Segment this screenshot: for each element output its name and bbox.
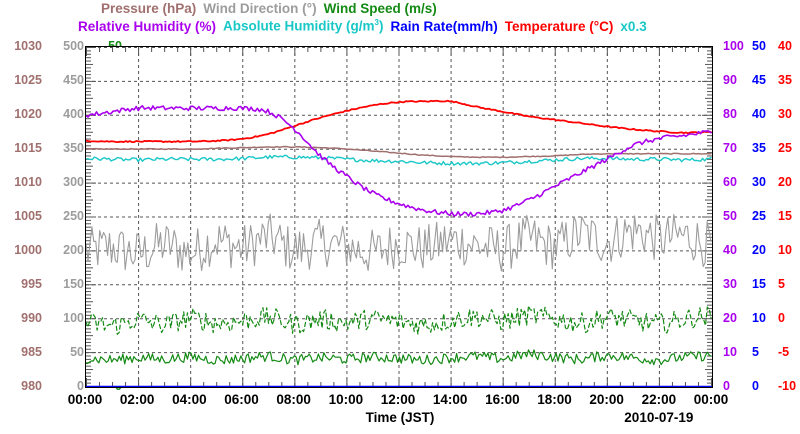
axis-tick-label: 0 [752, 379, 759, 393]
axis-tick-label: 25 [778, 141, 792, 155]
axis-tick-label: 30 [723, 277, 737, 291]
axis-tick-label: 985 [21, 345, 42, 359]
axis-tick-label: 1000 [14, 243, 42, 257]
axis-tick-label: -10 [778, 379, 797, 393]
axis-tick-label: 30 [752, 175, 766, 189]
x-tick-label: 00:00 [693, 392, 729, 407]
series-wind-direction [86, 213, 712, 272]
chart-gridlines [86, 47, 712, 387]
axis-tick-label: 80 [723, 107, 737, 121]
axis-tick-label: 500 [63, 39, 84, 53]
legend-rain-rate: Rain Rate(mm/h) [390, 18, 498, 34]
axis-tick-label: 1020 [14, 107, 42, 121]
axis-tick-label: 15 [752, 277, 766, 291]
axis-tick-label: 40 [752, 107, 766, 121]
x-tick-label: 20:00 [589, 392, 624, 407]
axis-tick-label: 0 [77, 379, 84, 393]
axis-tick-label: 35 [778, 73, 792, 87]
series-temperature-c [86, 99, 712, 143]
axis-tick-label: 350 [63, 141, 84, 155]
axis-tick-label: 400 [63, 107, 84, 121]
axis-tick-label: 250 [63, 209, 84, 223]
axis-tick-label: 50 [723, 209, 737, 223]
axis-tick-label: -5 [778, 345, 790, 359]
x-tick-label: 00:00 [67, 392, 103, 407]
x-tick-label: 14:00 [432, 392, 468, 407]
chart-svg [86, 47, 712, 387]
x-tick-label: 22:00 [641, 392, 677, 407]
axis-tick-label: 0 [723, 379, 730, 393]
axis-tick-label: 40 [723, 243, 737, 257]
x-tick-label: 06:00 [224, 392, 259, 407]
axis-tick-label: 90 [723, 73, 737, 87]
series-wind-speed-m-s [86, 349, 712, 366]
axis-tick-label: 50 [752, 39, 766, 53]
legend-relative-humidity: Relative Humidity (%) [78, 18, 217, 34]
x-axis-date-label: 2010-07-19 [624, 410, 694, 425]
axis-tick-label: 1030 [14, 39, 42, 53]
legend-scale-factor: x0.3 [620, 18, 647, 34]
x-tick-label: 08:00 [276, 392, 311, 407]
axis-tick-label: 990 [21, 311, 42, 325]
axis-tick-label: 25 [752, 209, 766, 223]
x-tick-label: 12:00 [380, 392, 416, 407]
axis-tick-label: 0 [778, 311, 785, 325]
axis-tick-label: 15 [778, 209, 792, 223]
series-pressure-hpa [86, 145, 712, 159]
axis-tick-label: 1010 [14, 175, 42, 189]
legend-row-bottom: Relative Humidity (%) Absolute Humidity (… [0, 18, 800, 34]
legend-absolute-humidity: Absolute Humidity (g/m3) [223, 18, 384, 34]
x-tick-label: 16:00 [485, 392, 520, 407]
axis-tick-label: 40 [778, 39, 792, 53]
chart-plot-area [85, 46, 713, 388]
x-axis-title: Time (JST) [365, 410, 435, 425]
chart-minor-ticks [86, 47, 712, 387]
legend-wind-speed: Wind Speed (m/s) [323, 1, 437, 16]
axis-tick-label: 100 [723, 39, 744, 53]
axis-tick-label: 10 [778, 243, 792, 257]
axis-tick-label: 30 [778, 107, 792, 121]
axis-tick-label: 35 [752, 141, 766, 155]
axis-tick-label: 200 [63, 243, 84, 257]
x-tick-label: 02:00 [119, 392, 155, 407]
axis-tick-label: 100 [63, 311, 84, 325]
axis-tick-label: 10 [723, 345, 737, 359]
series-relative-humidity [86, 105, 712, 217]
legend-pressure: Pressure (hPa) [101, 1, 197, 16]
axis-tick-label: 980 [21, 379, 42, 393]
legend-wind-direction: Wind Direction (°) [203, 1, 317, 16]
x-tick-label: 04:00 [172, 392, 207, 407]
axis-tick-label: 10 [752, 311, 766, 325]
axis-tick-label: 1005 [14, 209, 42, 223]
axis-tick-label: 20 [778, 175, 792, 189]
x-tick-label: 10:00 [328, 392, 364, 407]
axis-tick-label: 45 [752, 73, 766, 87]
axis-tick-label: 70 [723, 141, 737, 155]
axis-tick-label: 1025 [14, 73, 42, 87]
chart-legend: Pressure (hPa) Wind Direction (°) Wind Spe… [0, 0, 800, 40]
axis-tick-label: 1015 [14, 141, 42, 155]
axis-tick-label: 5 [752, 345, 759, 359]
legend-temperature: Temperature (°C) [504, 18, 614, 34]
series-wind-gust-m-s [86, 305, 712, 335]
axis-tick-label: 150 [63, 277, 84, 291]
axis-tick-label: 60 [723, 175, 737, 189]
legend-row-top: Pressure (hPa) Wind Direction (°) Wind Spe… [0, 1, 800, 16]
axis-tick-label: 5 [778, 277, 785, 291]
x-axis-tick-labels: 00:00 02:00 04:00 06:00 08:00 10:00 12:00 14:00… [0, 392, 800, 410]
axis-tick-label: 300 [63, 175, 84, 189]
axis-tick-label: 450 [63, 73, 84, 87]
axis-tick-label: 20 [752, 243, 766, 257]
x-tick-label: 18:00 [537, 392, 572, 407]
axis-tick-label: 995 [21, 277, 42, 291]
axis-tick-label: 50 [70, 345, 84, 359]
axis-tick-label: 20 [723, 311, 737, 325]
